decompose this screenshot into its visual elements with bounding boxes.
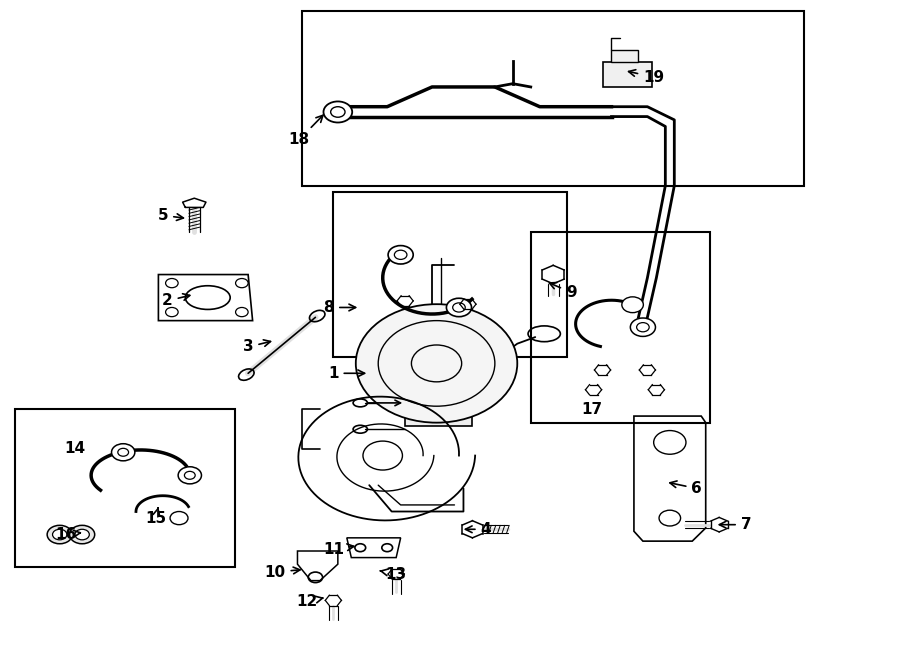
Text: 13: 13 [380,566,407,582]
Circle shape [630,318,655,336]
Circle shape [622,297,644,313]
Text: 5: 5 [158,208,184,223]
Text: 16: 16 [56,527,80,542]
Text: 14: 14 [65,442,86,457]
Text: 18: 18 [289,115,323,147]
Circle shape [52,529,67,540]
Circle shape [170,512,188,525]
Text: 12: 12 [296,594,323,609]
Text: 19: 19 [628,69,664,85]
Circle shape [75,529,89,540]
Text: 3: 3 [243,340,271,354]
Bar [531,232,710,422]
Circle shape [446,298,472,317]
Circle shape [356,304,518,422]
Text: 17: 17 [581,402,602,417]
Text: 7: 7 [719,517,752,532]
Bar [405,397,472,426]
Text: 9: 9 [549,282,576,300]
Circle shape [323,101,352,122]
Circle shape [178,467,202,484]
Bar [14,409,235,567]
Text: 15: 15 [145,508,166,525]
Text: 10: 10 [265,564,300,580]
Bar [333,192,567,357]
Bar [602,62,652,87]
Text: 2: 2 [162,293,190,309]
Text: 4: 4 [465,522,491,537]
Circle shape [112,444,135,461]
Circle shape [69,525,94,544]
Text: 11: 11 [323,541,354,557]
Circle shape [388,246,413,264]
Bar [611,50,638,62]
Circle shape [47,525,72,544]
Bar [302,11,805,186]
Text: 6: 6 [670,481,702,496]
Text: 8: 8 [324,300,356,315]
Text: 1: 1 [328,366,364,381]
